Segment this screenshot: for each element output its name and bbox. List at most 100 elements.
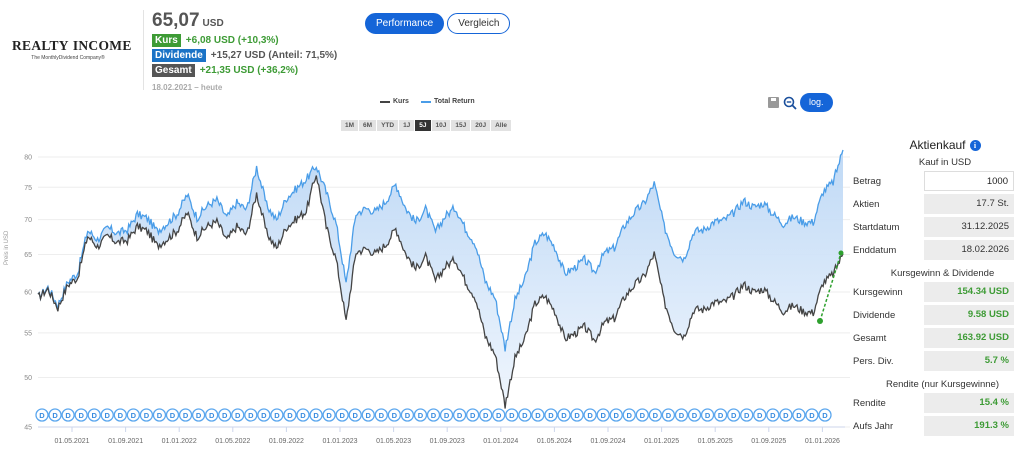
dividend-marker[interactable]: D (74, 408, 88, 422)
dividend-marker[interactable]: D (492, 408, 506, 422)
kurs-line[interactable] (37, 175, 844, 409)
dividend-marker[interactable]: D (596, 408, 610, 422)
svg-text:D: D (679, 411, 685, 420)
dividend-marker[interactable]: D (348, 408, 362, 422)
dividend-marker[interactable]: D (505, 408, 519, 422)
svg-text:D: D (796, 411, 802, 420)
dividend-marker[interactable]: D (165, 408, 180, 422)
dividend-marker[interactable]: D (687, 408, 702, 422)
dividend-marker[interactable]: D (139, 408, 154, 422)
range-button-10j[interactable]: 10J (431, 120, 451, 131)
dividend-marker[interactable]: D (270, 408, 284, 422)
range-button-1j[interactable]: 1J (399, 120, 415, 131)
dividend-marker[interactable]: D (244, 408, 258, 422)
dividend-marker[interactable]: D (531, 408, 545, 422)
amount-input[interactable]: 1000 (924, 171, 1014, 191)
dividend-marker[interactable]: D (335, 408, 349, 422)
dividend-marker[interactable]: D (309, 408, 323, 422)
dividend-marker[interactable]: D (452, 408, 467, 422)
purchase-end-dot[interactable] (838, 250, 844, 256)
dividend-marker[interactable]: D (191, 408, 206, 422)
row-value: 154.34 USD (924, 282, 1014, 302)
dividend-marker[interactable]: D (231, 408, 245, 422)
zoom-out-icon[interactable] (783, 96, 797, 110)
dividend-marker[interactable]: D (727, 408, 741, 422)
dividend-marker[interactable]: D (283, 408, 297, 422)
row-label: Pers. Div. (853, 355, 894, 367)
dividend-marker[interactable]: D (622, 408, 636, 422)
y-tick-label: 80 (24, 155, 32, 162)
range-button-5j[interactable]: 5J (415, 120, 431, 131)
dividend-marker[interactable]: D (426, 408, 441, 422)
current-price: 65,07 (152, 10, 200, 31)
dividend-marker[interactable]: D (387, 408, 402, 422)
dividend-marker[interactable]: D (204, 408, 219, 422)
dividend-marker[interactable]: D (61, 408, 75, 422)
dividend-marker[interactable]: D (178, 408, 193, 422)
dividend-marker[interactable]: D (413, 408, 428, 422)
svg-text:D: D (326, 411, 332, 420)
svg-text:D: D (313, 411, 319, 420)
dividend-marker[interactable]: D (635, 408, 649, 422)
svg-text:D: D (274, 411, 280, 420)
legend-kurs-label: Kurs (393, 98, 409, 105)
chart-tools: log. (768, 93, 833, 112)
row-value: 9.58 USD (924, 305, 1014, 325)
dividend-marker[interactable]: D (792, 408, 806, 422)
row-dividende: Dividende 9.58 USD (850, 305, 1020, 325)
dividend-marker[interactable]: D (518, 408, 532, 422)
dividend-marker[interactable]: D (152, 408, 167, 422)
dividend-marker[interactable]: D (570, 408, 584, 422)
vergleich-button[interactable]: Vergleich (447, 13, 511, 34)
dividend-marker[interactable]: D (583, 408, 597, 422)
legend-kurs[interactable]: Kurs (380, 98, 409, 105)
dividend-marker[interactable]: D (87, 408, 101, 422)
row-label: Aktien (853, 198, 880, 210)
dividend-marker[interactable]: D (700, 408, 715, 422)
dividend-marker[interactable]: D (296, 408, 310, 422)
range-button-alle[interactable]: Alle (491, 120, 512, 131)
dividend-marker[interactable]: D (113, 408, 127, 422)
dividend-marker[interactable]: D (465, 408, 480, 422)
save-icon[interactable] (768, 97, 779, 108)
dividend-marker[interactable]: D (713, 408, 728, 422)
dividend-marker[interactable]: D (805, 408, 819, 422)
dividend-marker[interactable]: D (400, 408, 415, 422)
range-button-15j[interactable]: 15J (451, 120, 471, 131)
dividend-marker[interactable]: D (48, 408, 62, 422)
dividend-marker[interactable]: D (100, 408, 114, 422)
dividend-marker[interactable]: D (740, 408, 754, 422)
range-button-ytd[interactable]: YTD (377, 120, 399, 131)
dividend-marker[interactable]: D (374, 408, 388, 422)
legend-total-return[interactable]: Total Return (420, 98, 475, 105)
dividend-marker[interactable]: D (557, 408, 571, 422)
dividend-marker[interactable]: D (779, 408, 793, 422)
dividend-marker[interactable]: D (818, 408, 832, 422)
dividend-marker[interactable]: D (544, 408, 558, 422)
log-scale-button[interactable]: log. (800, 93, 833, 112)
range-button-6m[interactable]: 6M (359, 120, 377, 131)
logo-text-right: INCOME (72, 38, 132, 53)
dividend-marker[interactable]: D (257, 408, 271, 422)
dividend-marker[interactable]: D (35, 408, 49, 422)
dividend-marker[interactable]: D (753, 408, 767, 422)
dividend-marker[interactable]: D (674, 408, 689, 422)
performance-button[interactable]: Performance (365, 13, 445, 34)
dividend-marker[interactable]: D (361, 408, 375, 422)
dividend-marker[interactable]: D (479, 408, 493, 422)
dividend-marker[interactable]: D (439, 408, 454, 422)
dividend-marker[interactable]: D (126, 408, 141, 422)
range-button-20j[interactable]: 20J (471, 120, 491, 131)
svg-text:D: D (405, 411, 411, 420)
purchase-start-dot[interactable] (817, 318, 823, 324)
info-icon[interactable]: i (969, 139, 981, 151)
range-button-1m[interactable]: 1M (341, 120, 359, 131)
dividend-marker[interactable]: D (766, 408, 780, 422)
dividend-marker[interactable]: D (661, 408, 676, 422)
dividend-marker[interactable]: D (648, 408, 662, 422)
dividend-marker[interactable]: D (218, 408, 232, 422)
dividend-marker[interactable]: D (322, 408, 336, 422)
total-return-line[interactable] (37, 149, 844, 352)
dividend-marker[interactable]: D (609, 408, 623, 422)
